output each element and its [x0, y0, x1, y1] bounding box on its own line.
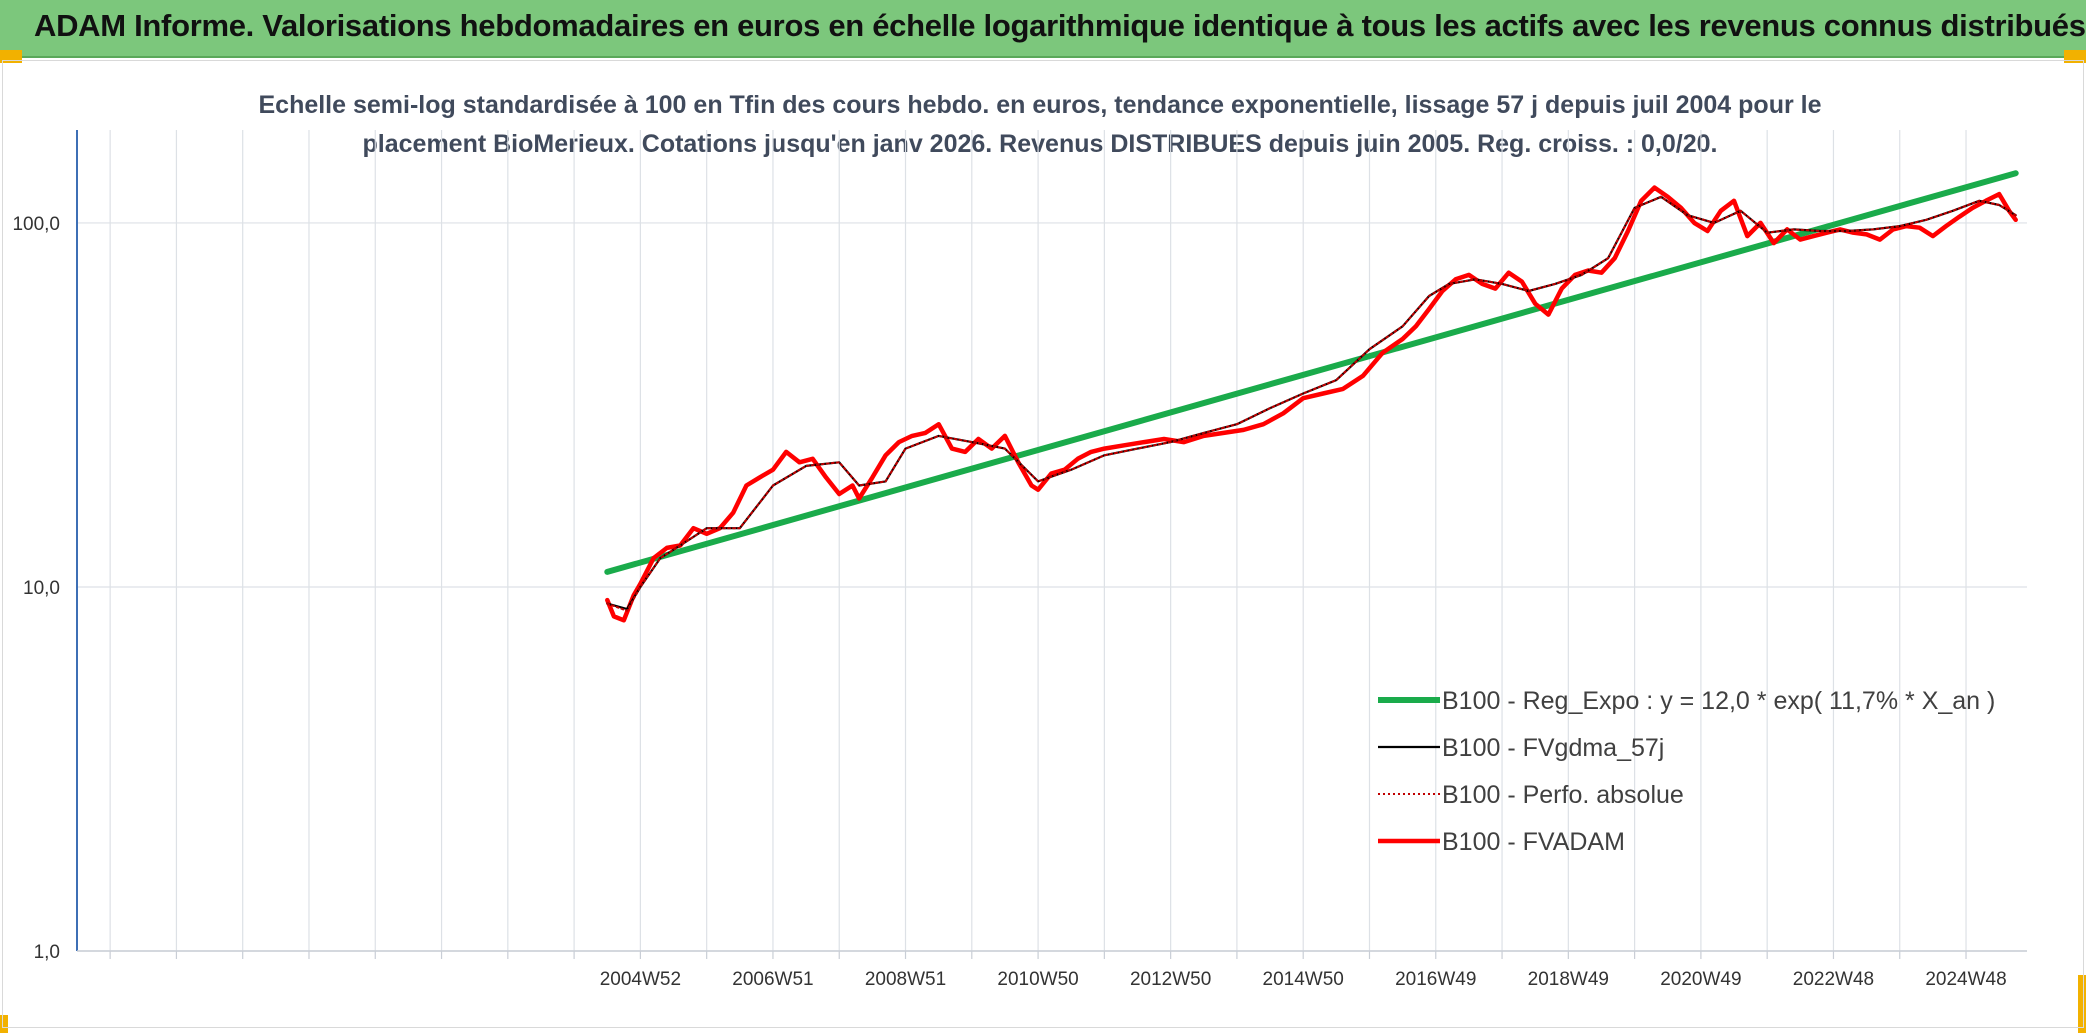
y-tick-label: 10,0	[23, 578, 60, 599]
x-tick-label: 2012W50	[1130, 969, 1211, 990]
x-tick-label: 2018W49	[1528, 969, 1609, 990]
chart-title: Echelle semi-log standardisée à 100 en T…	[258, 91, 1822, 158]
y-tick-labels: 1,0 10,0 100,0	[12, 214, 60, 963]
legend-label: B100 - FVgdma_57j	[1442, 734, 1664, 762]
y-tick-label: 1,0	[34, 942, 60, 963]
x-tick-label: 2004W52	[600, 969, 681, 990]
page-title: ADAM Informe. Valorisations hebdomadaire…	[34, 8, 2086, 43]
x-tick-label: 2008W51	[865, 969, 946, 990]
corner-marker-bottom-left	[0, 1015, 8, 1033]
legend: B100 - Reg_Expo : y = 12,0 * exp( 11,7% …	[1378, 687, 1995, 856]
x-tick-label: 2024W48	[1925, 969, 2006, 990]
x-tick-labels: 2004W52 2006W51 2008W51 2010W50 2012W50 2014W…	[600, 969, 2007, 990]
corner-marker-top-right	[2064, 50, 2086, 63]
chart-frame	[2, 60, 2084, 1028]
series-layer	[604, 170, 2019, 623]
series-line-1	[604, 170, 2019, 575]
header-banner: ADAM Informe. Valorisations hebdomadaire…	[0, 0, 2086, 58]
corner-marker-top-left	[0, 50, 22, 63]
x-tick-label: 2010W50	[997, 969, 1078, 990]
horizontal-gridlines	[77, 222, 2027, 952]
series-line-3	[606, 195, 2017, 612]
x-tick-label: 2016W49	[1395, 969, 1476, 990]
legend-label: B100 - Reg_Expo : y = 12,0 * exp( 11,7% …	[1442, 687, 1995, 715]
series-line-2	[606, 195, 2017, 611]
x-ticks	[109, 951, 1967, 959]
x-tick-label: 2022W48	[1793, 969, 1874, 990]
legend-label: B100 - FVADAM	[1442, 828, 1625, 856]
legend-label: B100 - Perfo. absolue	[1442, 781, 1684, 809]
corner-marker-bottom-right	[2078, 975, 2086, 1033]
y-tick-label: 100,0	[12, 214, 60, 235]
x-tick-label: 2006W51	[732, 969, 813, 990]
vertical-gridlines	[109, 130, 1967, 951]
x-tick-label: 2014W50	[1263, 969, 1344, 990]
series-line-4	[605, 185, 2018, 623]
x-tick-label: 2020W49	[1660, 969, 1741, 990]
